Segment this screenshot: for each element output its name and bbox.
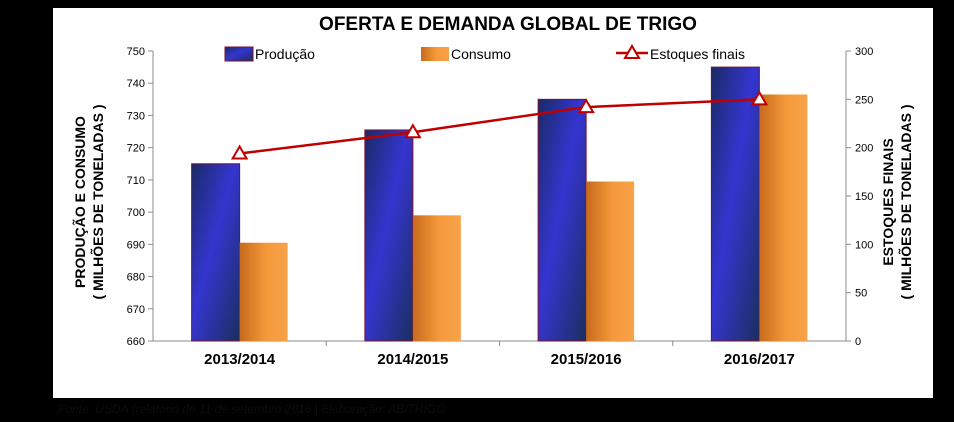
left-tick-label-6: 720	[127, 143, 145, 155]
marker-estoques-2014/2015	[404, 123, 422, 139]
source-note: Fonte: USDA (relatório de 11 de setembro…	[58, 402, 446, 416]
bar-producao-2016/2017	[710, 66, 760, 342]
category-label-2015/2016: 2015/2016	[551, 351, 622, 368]
left-tick-label-2: 680	[127, 272, 145, 284]
right-tick-label-0: 0	[855, 336, 861, 348]
left-tick-label-9: 750	[127, 46, 145, 58]
marker-estoques-2015/2016	[577, 98, 595, 114]
right-tick-label-3: 150	[855, 191, 873, 203]
bar-consumo-2014/2015	[412, 215, 461, 341]
right-tick-label-6: 300	[855, 46, 873, 58]
category-label-2013/2014: 2013/2014	[204, 351, 276, 368]
right-axis-title-line2: ( MILHÕES DE TONELADAS )	[897, 105, 914, 300]
left-tick-label-3: 690	[127, 239, 145, 251]
legend-label-estoques: Estoques finais	[650, 46, 745, 62]
plot-area: 660 670 680 690 700 710 720 730 740 750 0 50 100 150 2…	[127, 46, 874, 368]
right-tick-label-4: 200	[855, 143, 873, 155]
chart-title: OFERTA E DEMANDA GLOBAL DE TRIGO	[319, 14, 697, 35]
left-tick-label-0: 660	[127, 336, 145, 348]
axis-title-right: ESTOQUES FINAIS ( MILHÕES DE TONELADAS )	[880, 105, 914, 300]
legend-swatch-producao	[224, 46, 254, 62]
legend-swatch-consumo	[421, 47, 449, 61]
bar-consumo-2016/2017	[759, 94, 808, 341]
bar-consumo-2015/2016	[586, 181, 635, 341]
right-tick-label-1: 50	[855, 288, 867, 300]
left-tick-label-5: 710	[127, 175, 145, 187]
marker-estoques-2013/2014	[230, 144, 249, 160]
category-label-2014/2015: 2014/2015	[377, 351, 448, 368]
chart-svg: OFERTA E DEMANDA GLOBAL DE TRIGO Produçã…	[71, 14, 914, 368]
bar-producao-2014/2015	[364, 129, 414, 342]
left-axis-title-line1: PRODUÇÃO E CONSUMO	[71, 116, 88, 288]
legend-marker-estoques	[623, 44, 641, 59]
left-axis-title-line2: ( MILHÕES DE TONELADAS )	[89, 105, 106, 300]
legend-label-consumo: Consumo	[451, 46, 511, 62]
marker-estoques-2016/2017	[750, 90, 769, 106]
category-label-2016/2017: 2016/2017	[724, 351, 795, 368]
line-estoques-finais	[239, 98, 760, 155]
left-tick-label-7: 730	[127, 110, 145, 122]
left-tick-label-4: 700	[127, 207, 145, 219]
axis-title-left: PRODUÇÃO E CONSUMO ( MILHÕES DE TONELADA…	[71, 105, 106, 300]
right-axis-title-line1: ESTOQUES FINAIS	[880, 138, 896, 265]
chart-panel: OFERTA E DEMANDA GLOBAL DE TRIGO Produçã…	[53, 8, 933, 398]
left-tick-label-8: 740	[127, 78, 145, 90]
legend: Produção Consumo Estoques finais	[224, 44, 745, 62]
bar-producao-2013/2014	[191, 163, 241, 342]
legend-label-producao: Produção	[255, 46, 315, 62]
bar-producao-2015/2016	[537, 98, 587, 342]
left-tick-label-1: 670	[127, 304, 145, 316]
right-tick-label-2: 100	[855, 239, 873, 251]
right-tick-label-5: 250	[855, 94, 873, 106]
bar-consumo-2013/2014	[239, 242, 288, 341]
